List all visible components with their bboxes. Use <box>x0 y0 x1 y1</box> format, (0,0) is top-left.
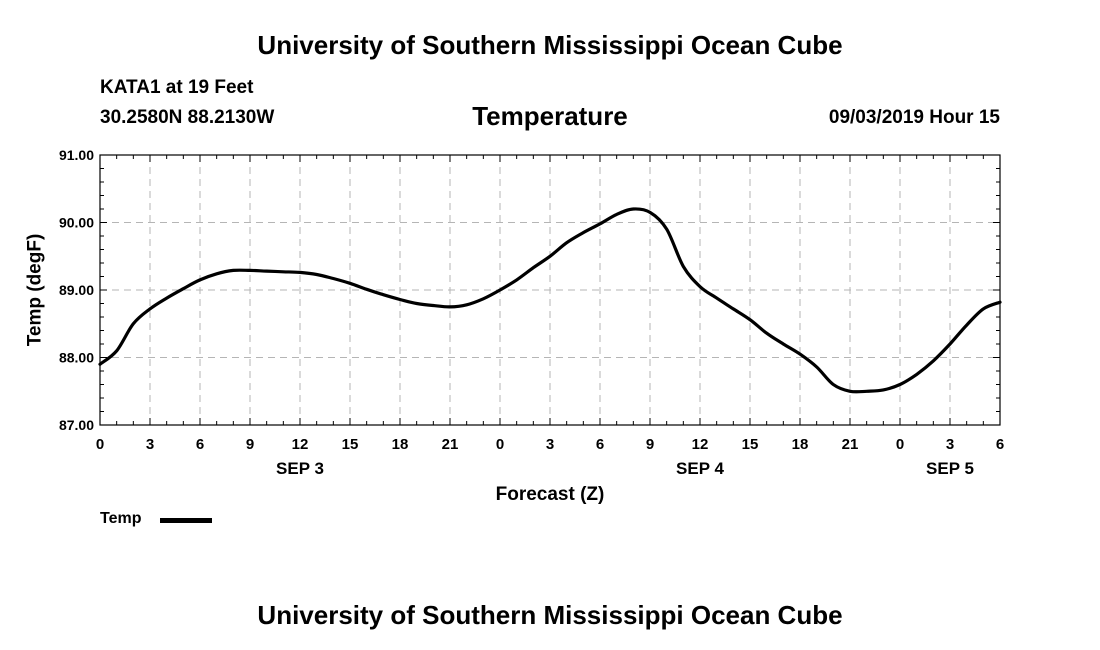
footer-title: University of Southern Mississippi Ocean… <box>257 600 843 630</box>
y-tick-label: 91.00 <box>59 147 94 163</box>
x-tick-label: 6 <box>996 436 1004 453</box>
page-title: University of Southern Mississippi Ocean… <box>257 30 843 60</box>
x-tick-label: 6 <box>596 436 604 453</box>
station-label: KATA1 at 19 Feet <box>100 77 254 98</box>
x-tick-label: 0 <box>896 436 904 453</box>
chart-title: Temperature <box>472 101 628 131</box>
date-label: SEP 4 <box>676 459 724 478</box>
axis-ticks <box>99 154 1001 426</box>
x-tick-label: 21 <box>442 436 459 453</box>
x-tick-label: 12 <box>692 436 709 453</box>
forecast-datetime: 09/03/2019 Hour 15 <box>828 107 1000 128</box>
x-tick-label: 9 <box>646 436 654 453</box>
legend-label: Temp <box>100 510 142 527</box>
y-tick-label: 89.00 <box>59 282 94 298</box>
station-coordinates: 30.2580N 88.2130W <box>100 107 275 128</box>
x-axis-label: Forecast (Z) <box>496 484 605 505</box>
x-tick-label: 6 <box>196 436 204 453</box>
x-tick-label: 3 <box>146 436 154 453</box>
x-tick-label: 15 <box>342 436 359 453</box>
x-tick-label: 0 <box>496 436 504 453</box>
temp-series-line <box>98 207 1002 394</box>
x-tick-label: 12 <box>292 436 309 453</box>
x-tick-label: 15 <box>742 436 759 453</box>
temperature-chart: 0 3 6 9 12 15 18 21 0 3 6 9 12 15 18 21 0 3 6 87.00 88.00 89.… <box>25 147 1005 505</box>
x-tick-label: 18 <box>792 436 809 453</box>
x-tick-label: 0 <box>96 436 104 453</box>
date-label: SEP 3 <box>276 459 324 478</box>
grid <box>100 155 1000 425</box>
date-label: SEP 5 <box>926 459 974 478</box>
x-tick-label: 3 <box>546 436 554 453</box>
y-tick-label: 88.00 <box>59 350 94 366</box>
axis-tick-labels: 0 3 6 9 12 15 18 21 0 3 6 9 12 15 18 21 0 3 6 87.00 88.00 89.… <box>59 147 1004 478</box>
x-tick-label: 3 <box>946 436 954 453</box>
y-axis-label: Temp (degF) <box>25 234 46 347</box>
y-tick-label: 87.00 <box>59 417 94 433</box>
legend-swatch <box>160 518 212 523</box>
x-tick-label: 18 <box>392 436 409 453</box>
x-tick-label: 9 <box>246 436 254 453</box>
y-tick-label: 90.00 <box>59 215 94 231</box>
x-tick-label: 21 <box>842 436 859 453</box>
